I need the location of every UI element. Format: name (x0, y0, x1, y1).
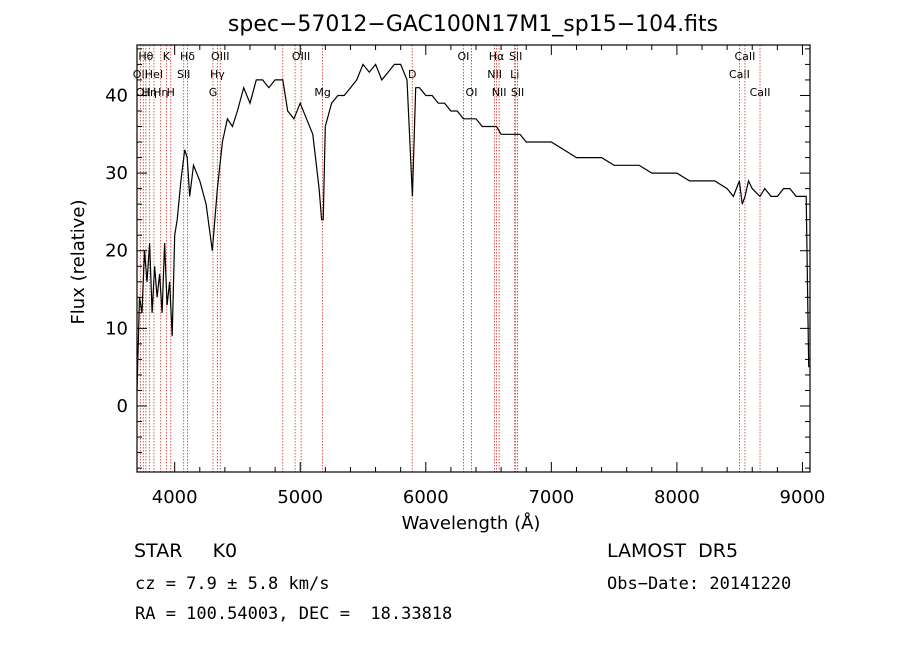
line-marker-label: K (163, 50, 171, 63)
line-marker-label: SII (177, 68, 190, 81)
line-marker-label: Hη (153, 86, 168, 99)
y-tick-label: 0 (117, 396, 128, 417)
line-marker-label: OI (466, 86, 478, 99)
x-tick-label: 5000 (277, 487, 323, 508)
y-tick-label: 20 (105, 241, 128, 262)
line-marker-label: SII (509, 50, 522, 63)
coordinates-label: RA = 100.54003, DEC = 18.33818 (135, 604, 453, 624)
line-marker-label: NII (492, 86, 507, 99)
line-marker-label: Hα (489, 50, 505, 63)
object-class-label: STAR K0 (134, 540, 238, 562)
x-tick-label: 7000 (528, 487, 574, 508)
line-marker-label: Mg (314, 86, 330, 99)
line-marker-label: G (209, 86, 218, 99)
survey-label: LAMOST DR5 (607, 540, 739, 562)
line-marker-label: Hδ (180, 50, 195, 63)
x-tick-label: 8000 (654, 487, 700, 508)
line-marker-label: NII (487, 68, 502, 81)
y-tick-label: 30 (105, 163, 128, 184)
line-marker-label: SII (511, 86, 524, 99)
y-axis-ticks: 0 10 20 30 40 (105, 48, 810, 469)
line-marker-label: OIII (292, 50, 310, 63)
chart-title: spec−57012−GAC100N17M1_sp15−104.fits (228, 12, 718, 37)
line-marker-label: CaII (734, 50, 755, 63)
line-marker-label: CaII (750, 86, 771, 99)
line-marker-label: D (408, 68, 416, 81)
line-marker-label: H (167, 86, 175, 99)
y-axis-label: Flux (relative) (68, 199, 89, 324)
plot-frame (136, 44, 811, 473)
line-marker-label: OIII (211, 50, 229, 63)
x-tick-label: 6000 (403, 487, 449, 508)
line-marker-label: CaII (729, 68, 750, 81)
spectrum-line (136, 63, 810, 391)
redshift-label: cz = 7.9 ± 5.8 km/s (135, 574, 330, 594)
x-tick-label: 4000 (152, 487, 198, 508)
line-marker-label: HeI (145, 68, 163, 81)
obs-date-label: Obs−Date: 20141220 (607, 574, 792, 594)
line-marker-label: Hγ (210, 68, 225, 81)
x-tick-label: 9000 (780, 487, 826, 508)
spectrum-series (136, 63, 810, 391)
x-axis-ticks: 4000 5000 6000 7000 8000 9000 (152, 45, 826, 508)
y-tick-label: 10 (105, 318, 128, 339)
line-marker-label: Hθ (138, 50, 153, 63)
y-tick-label: 40 (105, 85, 128, 106)
x-axis-label: Wavelength (Å) (402, 512, 541, 534)
line-marker-label: OI (458, 50, 470, 63)
line-marker-label: Li (510, 68, 519, 81)
